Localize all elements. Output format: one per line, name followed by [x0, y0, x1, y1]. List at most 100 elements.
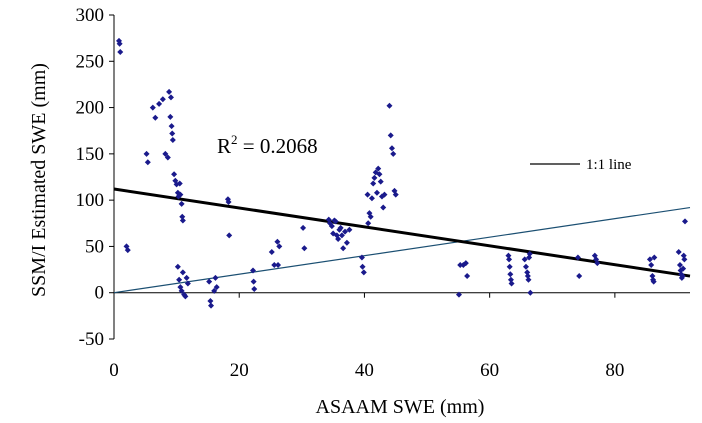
data-point — [360, 269, 367, 276]
data-point — [370, 180, 377, 187]
data-point — [225, 198, 232, 205]
regression-line — [113, 187, 691, 278]
data-point — [375, 165, 382, 172]
data-point — [171, 171, 178, 178]
data-points — [116, 37, 688, 309]
data-point — [648, 261, 655, 268]
data-point — [390, 150, 397, 157]
y-tick-label: 300 — [76, 5, 105, 26]
data-point — [679, 273, 686, 280]
data-point — [169, 136, 176, 143]
y-tick-label: 250 — [76, 51, 105, 72]
data-point — [364, 191, 371, 198]
data-point — [332, 218, 339, 225]
data-point — [207, 298, 214, 305]
data-point — [268, 248, 275, 255]
data-point — [507, 271, 514, 278]
data-point — [681, 218, 688, 225]
data-point — [177, 191, 184, 198]
data-point — [464, 273, 471, 280]
data-point — [301, 245, 308, 252]
data-point — [462, 260, 469, 267]
y-axis-title: SSM/I Estimated SWE (mm) — [28, 63, 50, 297]
data-point — [526, 254, 533, 261]
data-point — [211, 287, 218, 294]
data-point — [182, 293, 189, 300]
data-point — [380, 204, 387, 211]
data-point — [149, 104, 156, 111]
data-point — [226, 232, 233, 239]
data-point — [455, 291, 462, 298]
y-tick-label: -50 — [79, 329, 104, 350]
data-point — [365, 220, 372, 227]
data-point — [527, 289, 534, 296]
r-squared-value: = 0.2068 — [238, 134, 318, 158]
data-point — [206, 278, 213, 285]
data-point — [123, 243, 130, 250]
data-point — [505, 252, 512, 259]
data-point — [507, 276, 514, 283]
r-squared-base: R — [217, 134, 231, 158]
data-point — [124, 247, 131, 254]
data-point — [328, 223, 335, 230]
axes — [109, 14, 690, 340]
data-point — [506, 256, 513, 263]
data-point — [117, 49, 124, 56]
series-lines — [113, 187, 691, 294]
data-point — [381, 191, 388, 198]
data-point — [392, 191, 399, 198]
data-point — [176, 180, 183, 187]
data-point — [649, 273, 656, 280]
data-point — [184, 280, 191, 287]
x-tick-label: 40 — [355, 360, 374, 381]
r-squared-annotation: R2 = 0.2068 — [217, 132, 318, 158]
r-squared-superscript: 2 — [231, 132, 238, 147]
data-point — [508, 280, 515, 287]
data-point — [337, 224, 344, 231]
data-point — [249, 267, 256, 274]
x-tick-label: 20 — [230, 360, 249, 381]
data-point — [159, 96, 166, 103]
data-point — [338, 232, 345, 239]
data-point — [676, 261, 683, 268]
data-point — [250, 278, 257, 285]
data-point — [574, 254, 581, 261]
x-tick-label: 80 — [605, 360, 624, 381]
data-point — [524, 269, 531, 276]
data-point — [346, 226, 353, 233]
y-tick-label: 0 — [95, 283, 105, 304]
x-tick-label: 0 — [109, 360, 119, 381]
data-point — [576, 273, 583, 280]
data-point — [646, 256, 653, 263]
data-point — [343, 239, 350, 246]
data-point — [213, 284, 220, 291]
data-point — [524, 273, 531, 280]
data-point — [368, 195, 375, 202]
data-point — [167, 94, 174, 101]
data-point — [506, 263, 513, 270]
y-tick-label: 200 — [76, 98, 105, 119]
data-point — [371, 174, 378, 181]
data-point — [183, 274, 190, 281]
data-point — [680, 265, 687, 272]
data-point — [594, 260, 601, 267]
data-point — [680, 252, 687, 259]
data-point — [271, 261, 278, 268]
data-point — [651, 254, 658, 261]
data-point — [212, 274, 219, 281]
data-point — [376, 171, 383, 178]
data-point — [525, 276, 532, 283]
y-tick-label: 100 — [76, 190, 105, 211]
data-point — [373, 189, 380, 196]
data-point — [162, 150, 169, 157]
data-point — [521, 256, 528, 263]
data-point — [174, 263, 181, 270]
data-point — [179, 217, 186, 224]
data-point — [179, 213, 186, 220]
data-point — [342, 228, 349, 235]
data-point — [358, 254, 365, 261]
data-point — [675, 248, 682, 255]
data-point — [178, 200, 185, 207]
